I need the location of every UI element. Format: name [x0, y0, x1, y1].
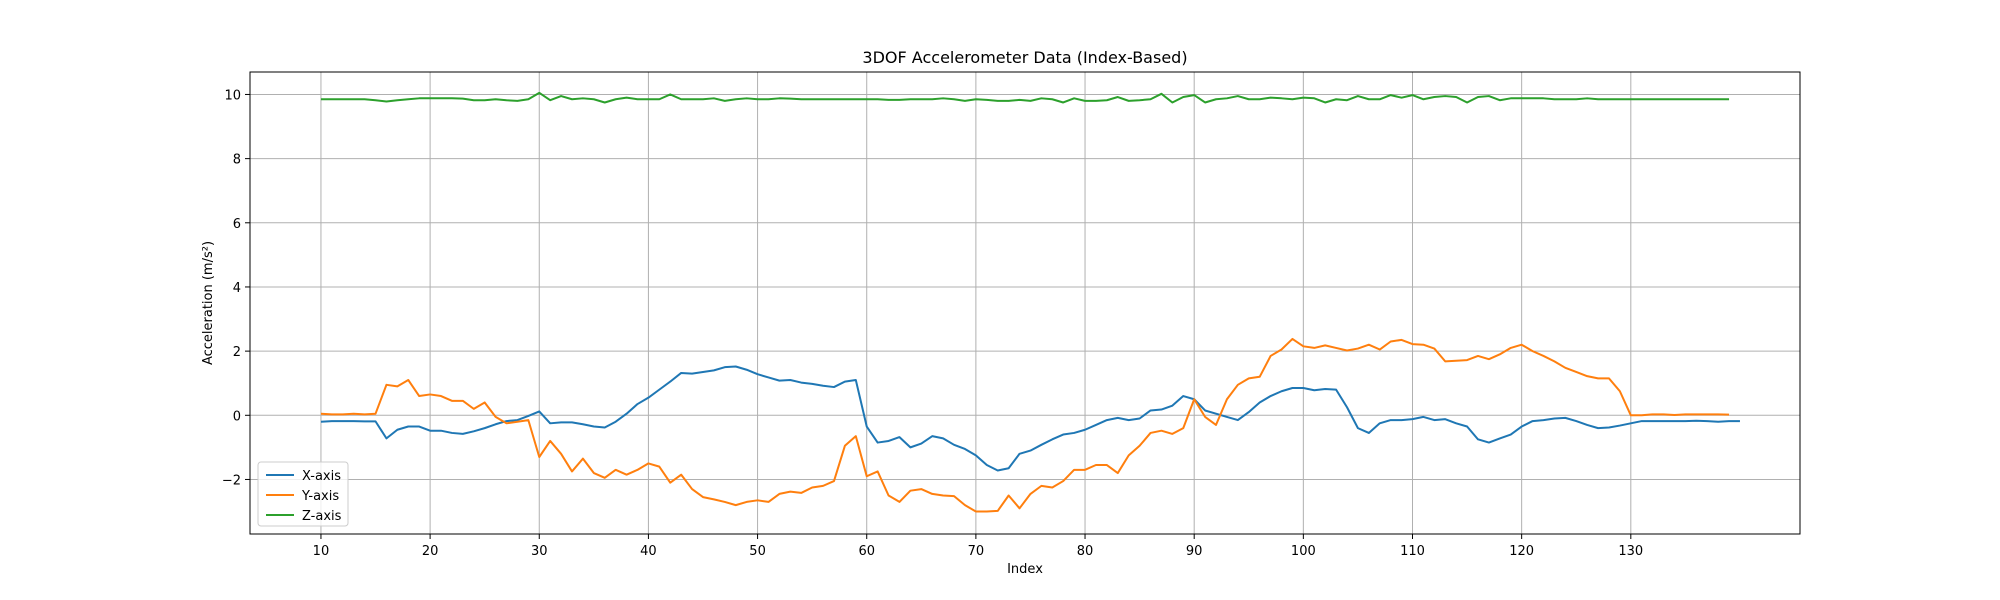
- y-tick-label: 8: [233, 153, 241, 168]
- y-tick-label: 2: [233, 345, 241, 360]
- x-tick-label: 70: [968, 544, 985, 559]
- legend-box: [257, 461, 349, 527]
- series-line-z-axis: [320, 91, 1730, 104]
- legend: X-axis Y-axis Z-axis: [257, 461, 349, 527]
- axis-ticks: 10 20 30 40 50 60 70 80 90 100 110 120 130 −2 0 2 4 6 8 10: [222, 88, 1643, 559]
- x-tick-label: 120: [1509, 544, 1534, 559]
- x-tick-label: 50: [749, 544, 766, 559]
- x-tick-label: 80: [1077, 544, 1094, 559]
- x-axis-label: Index: [1007, 562, 1043, 577]
- y-axis-label: Acceleration (m/s²): [201, 241, 216, 365]
- x-tick-label: 100: [1291, 544, 1316, 559]
- y-tick-label: 0: [233, 409, 241, 424]
- series-line-x-axis: [320, 365, 1740, 472]
- x-tick-label: 110: [1400, 544, 1425, 559]
- y-tick-label: 4: [233, 281, 241, 296]
- legend-label: Y-axis: [301, 489, 339, 504]
- plot-frame: [249, 71, 1801, 535]
- x-tick-label: 40: [640, 544, 657, 559]
- series-line-y-axis: [320, 337, 1730, 513]
- legend-label: X-axis: [302, 469, 341, 484]
- x-tick-label: 90: [1186, 544, 1203, 559]
- grid-lines: [250, 72, 1800, 534]
- series-lines: [320, 91, 1740, 513]
- chart-title: 3DOF Accelerometer Data (Index-Based): [862, 48, 1187, 67]
- x-tick-label: 60: [858, 544, 875, 559]
- x-tick-label: 30: [531, 544, 548, 559]
- x-tick-label: 10: [313, 544, 330, 559]
- y-tick-label: −2: [222, 473, 241, 488]
- y-tick-label: 10: [224, 88, 241, 103]
- x-tick-label: 130: [1618, 544, 1643, 559]
- legend-label: Z-axis: [302, 509, 342, 524]
- x-tick-label: 20: [422, 544, 439, 559]
- y-tick-label: 6: [233, 217, 241, 232]
